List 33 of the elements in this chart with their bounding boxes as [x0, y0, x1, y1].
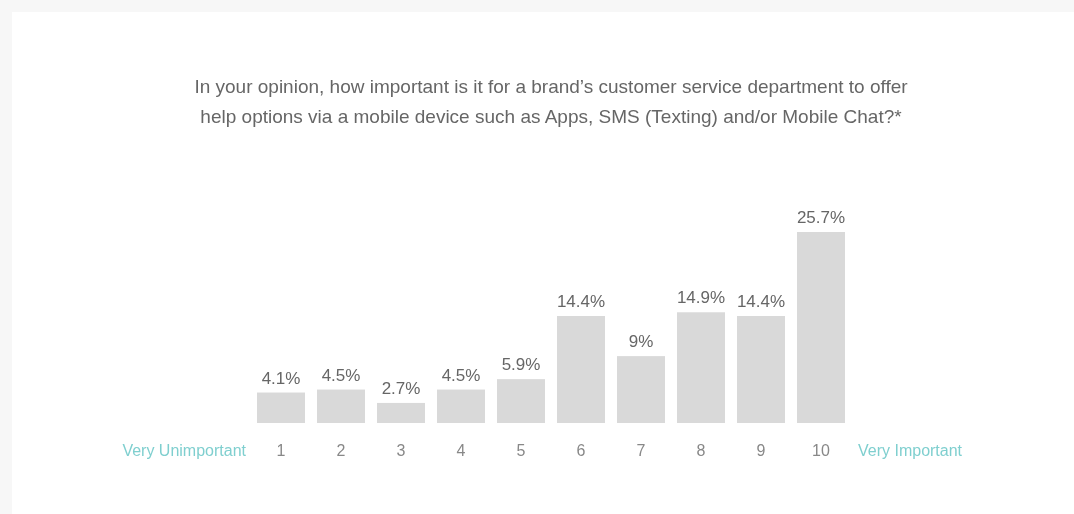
bar — [497, 379, 545, 423]
chart-title: In your opinion, how important is it for a brand’s customer service department to offer help options via a mobile device such as Apps, SMS (Texting) and/or Mobile Chat?* — [194, 76, 909, 127]
bar — [557, 315, 605, 423]
x-tick-label: 4 — [456, 442, 466, 459]
x-tick-label: 6 — [576, 442, 586, 459]
data-label: 14.4% — [736, 291, 786, 311]
x-tick-label: 5 — [516, 442, 526, 459]
data-label: 5.9% — [501, 355, 541, 375]
x-tick-label: 8 — [696, 442, 706, 459]
bar — [317, 389, 365, 423]
x-tick-label: 1 — [276, 442, 286, 459]
x-tick-label: 2 — [336, 442, 346, 459]
bar — [257, 392, 305, 423]
bar — [677, 312, 725, 423]
bar — [617, 356, 665, 423]
bar — [797, 232, 845, 423]
x-tick-label: 7 — [636, 442, 646, 459]
data-label: 14.4% — [556, 291, 606, 311]
bar — [377, 402, 425, 423]
data-label: 4.5% — [441, 365, 481, 385]
data-label: 14.9% — [676, 288, 726, 308]
data-label: 4.5% — [321, 365, 361, 385]
data-label: 2.7% — [381, 378, 421, 398]
data-label: 25.7% — [796, 208, 846, 227]
data-label: 9% — [628, 332, 654, 352]
bar — [737, 315, 785, 423]
text: Very Unimportant — [122, 442, 247, 459]
text: Very Important — [858, 442, 963, 459]
x-tick-label: 3 — [396, 442, 406, 459]
x-tick-label: 9 — [756, 442, 766, 459]
x-tick-label: 10 — [812, 442, 830, 459]
bar — [437, 389, 485, 423]
data-label: 4.1% — [261, 368, 301, 388]
